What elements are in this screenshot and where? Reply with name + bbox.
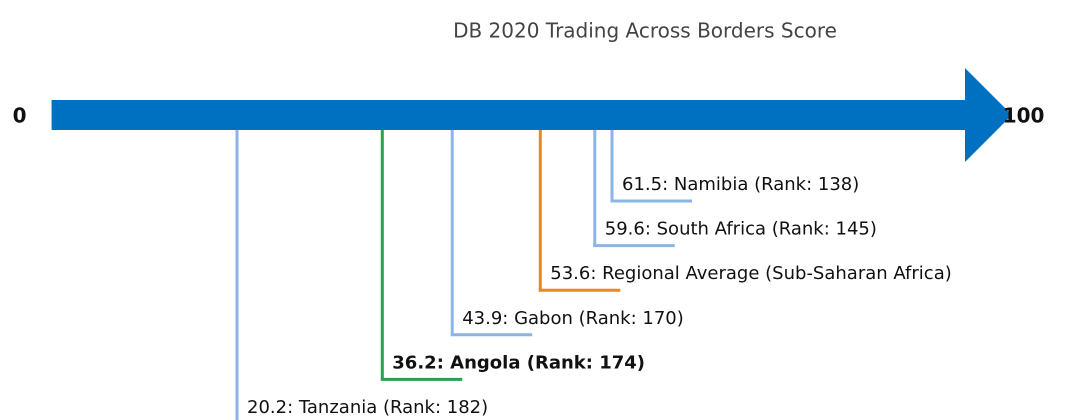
- marker-label: 43.9: Gabon (Rank: 170): [462, 308, 684, 329]
- marker-label: 20.2: Tanzania (Rank: 182): [247, 397, 488, 418]
- marker-label: 59.6: South Africa (Rank: 145): [605, 219, 877, 240]
- marker-label: 53.6: Regional Average (Sub-Saharan Afri…: [550, 263, 951, 284]
- axis-arrow: [51, 68, 1013, 162]
- chart-title: DB 2020 Trading Across Borders Score: [453, 19, 837, 43]
- x-tick-label: 0: [13, 104, 27, 128]
- marker-label: 61.5: Namibia (Rank: 138): [622, 174, 859, 195]
- x-tick-label: 100: [1003, 104, 1045, 128]
- marker-label: 36.2: Angola (Rank: 174): [392, 352, 645, 373]
